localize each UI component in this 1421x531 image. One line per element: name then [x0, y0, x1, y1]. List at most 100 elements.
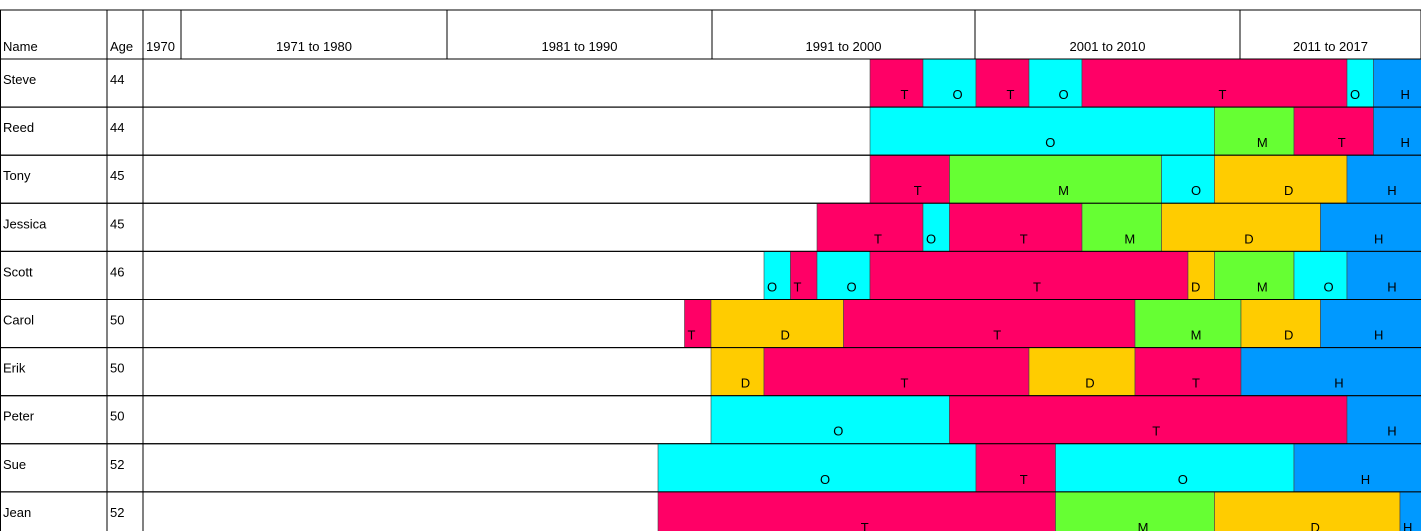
row-age: 50 [110, 409, 124, 424]
row-name: Reed [3, 120, 34, 135]
row-name: Carol [3, 313, 34, 328]
segment-label: T [1338, 135, 1346, 150]
header-label: Age [110, 39, 133, 54]
segment-label: M [1191, 328, 1202, 343]
segment-label: O [1178, 472, 1188, 487]
segment-label: M [1124, 231, 1135, 246]
segment-label: O [1323, 279, 1333, 294]
segment [1346, 251, 1421, 300]
segment-label: O [1045, 135, 1055, 150]
row-name: Steve [3, 72, 36, 87]
row-name: Jean [3, 505, 31, 520]
row-age: 52 [110, 457, 124, 472]
segment-label: D [781, 328, 790, 343]
segment-label: T [1020, 472, 1028, 487]
segment [816, 203, 924, 252]
segment-label: T [688, 328, 696, 343]
segment [657, 443, 977, 493]
segment-label: H [1403, 520, 1412, 531]
row-name: Erik [3, 361, 26, 376]
segment-label: D [1191, 279, 1200, 294]
segment [1161, 154, 1215, 204]
segment [869, 251, 1189, 300]
segment [1293, 251, 1348, 300]
segment [1161, 203, 1321, 252]
segment [1240, 347, 1421, 397]
segment-label: O [767, 279, 777, 294]
segment [1373, 58, 1421, 108]
segment-label: M [1257, 135, 1268, 150]
segment [1134, 299, 1242, 348]
header-label: Name [3, 39, 38, 54]
segment-label: H [1374, 328, 1383, 343]
segment [949, 395, 1348, 445]
segment-label: D [1311, 520, 1320, 531]
row-age: 50 [110, 361, 124, 376]
segment [1214, 154, 1348, 204]
segment [1320, 203, 1421, 252]
segment-label: H [1387, 183, 1396, 198]
segment-label: T [993, 328, 1001, 343]
segment-label: T [1007, 87, 1015, 102]
segment-label: H [1401, 87, 1410, 102]
segment [975, 443, 1056, 493]
segment [949, 154, 1162, 204]
segment-label: T [794, 279, 802, 294]
segment [790, 251, 818, 300]
segment-label: T [861, 520, 869, 531]
segment [1214, 106, 1295, 156]
segment-label: D [1244, 231, 1253, 246]
segment [657, 491, 1056, 531]
segment-label: H [1387, 424, 1396, 439]
segment [922, 203, 950, 252]
segment-label: O [1191, 183, 1201, 198]
segment-label: H [1401, 135, 1410, 150]
segment [922, 58, 977, 108]
segment-label: O [833, 424, 843, 439]
segment-label: H [1361, 472, 1370, 487]
segment-label: T [1033, 279, 1041, 294]
segment [763, 347, 1030, 397]
segment [710, 299, 844, 348]
segment-label: T [914, 183, 922, 198]
segment [1081, 203, 1162, 252]
segment [1346, 154, 1421, 204]
segment-label: H [1334, 376, 1343, 391]
segment-label: T [1192, 376, 1200, 391]
row-age: 45 [110, 216, 124, 231]
segment-label: O [952, 87, 962, 102]
row-name: Peter [3, 409, 35, 424]
segment [975, 58, 1030, 108]
segment-label: O [926, 231, 936, 246]
segment [1187, 251, 1215, 300]
segment-label: O [1058, 87, 1068, 102]
header-label: 1971 to 1980 [276, 39, 352, 54]
segment [1320, 299, 1421, 348]
row-age: 46 [110, 264, 124, 279]
row-name: Scott [3, 264, 33, 279]
row-name: Sue [3, 457, 26, 472]
segment-label: T [1152, 424, 1160, 439]
row-name: Jessica [3, 216, 47, 231]
segment [1028, 347, 1136, 397]
segment-label: H [1387, 279, 1396, 294]
segment [1214, 491, 1401, 531]
segment-label: D [1085, 376, 1094, 391]
segment-label: D [1284, 328, 1293, 343]
segment [869, 154, 950, 204]
segment-label: T [901, 376, 909, 391]
segment [710, 395, 950, 445]
segment [1055, 491, 1215, 531]
segment-label: O [1350, 87, 1360, 102]
row-age: 45 [110, 168, 124, 183]
segment [869, 58, 924, 108]
segment-label: T [874, 231, 882, 246]
segment [1028, 58, 1083, 108]
segment [843, 299, 1136, 348]
header-label: 1981 to 1990 [542, 39, 618, 54]
segment-label: T [901, 87, 909, 102]
segment [710, 347, 765, 397]
row-age: 50 [110, 313, 124, 328]
